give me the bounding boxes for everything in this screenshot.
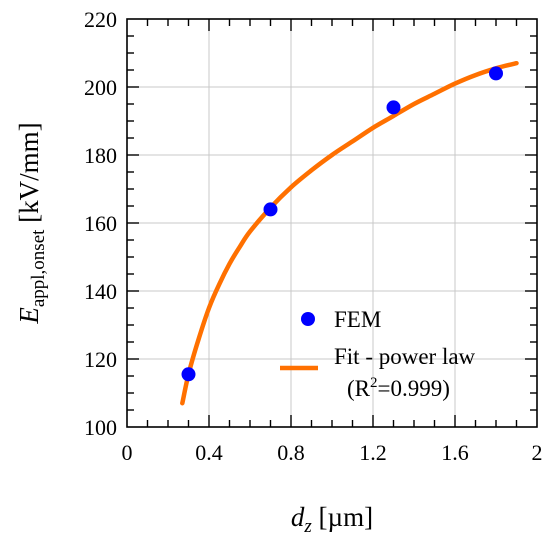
x-tick-label: 2	[532, 440, 543, 465]
legend-fem-label: FEM	[334, 307, 381, 332]
x-tick-label: 0.8	[277, 440, 305, 465]
fit-line-group	[180, 60, 519, 406]
y-axis-title-sub: appl,onset	[28, 229, 49, 307]
y-axis-title-main: E	[14, 307, 44, 325]
y-axis-title-unit: [kV/mm]	[14, 122, 44, 229]
minor-ticks	[127, 19, 537, 427]
grid	[127, 19, 537, 427]
x-axis-title: dz [µm]	[291, 502, 373, 537]
x-tick-label: 1.2	[359, 440, 387, 465]
legend-fit-r2: (R2=0.999)	[347, 375, 450, 401]
y-tick-label: 180	[84, 143, 117, 168]
fem-point	[386, 100, 401, 115]
fit-power-law-line	[180, 60, 519, 406]
y-tick-label: 220	[84, 7, 117, 32]
x-tick-label: 0	[122, 440, 133, 465]
x-tick-labels: 0 0.4 0.8 1.2 1.6 2	[122, 440, 543, 465]
y-tick-labels: 100 120 140 160 180 200 220	[84, 7, 117, 440]
y-axis-title: Eappl,onset [kV/mm]	[14, 122, 49, 324]
legend-r2-close: =0.999)	[378, 376, 450, 401]
y-tick-label: 100	[84, 415, 117, 440]
legend-r2-open: (R	[347, 376, 371, 401]
y-tick-label: 120	[84, 347, 117, 372]
y-tick-label: 160	[84, 211, 117, 236]
y-tick-label: 140	[84, 279, 117, 304]
legend-fem-marker	[301, 312, 315, 326]
fem-point	[489, 66, 503, 81]
x-axis-title-unit: [µm]	[312, 502, 373, 532]
y-tick-label: 200	[84, 75, 117, 100]
legend-fit-label: Fit - power law	[334, 344, 476, 369]
x-axis-title-sub: z	[303, 516, 312, 537]
x-tick-label: 1.6	[441, 440, 469, 465]
legend-r2-sup: 2	[370, 375, 378, 391]
legend: FEM Fit - power law (R2=0.999)	[280, 307, 476, 401]
x-axis-title-main: d	[291, 502, 305, 532]
fem-points-group	[181, 66, 503, 382]
plot-frame	[126, 18, 538, 428]
fem-point	[181, 367, 196, 382]
fem-point	[263, 202, 278, 217]
x-tick-label: 0.4	[195, 440, 223, 465]
